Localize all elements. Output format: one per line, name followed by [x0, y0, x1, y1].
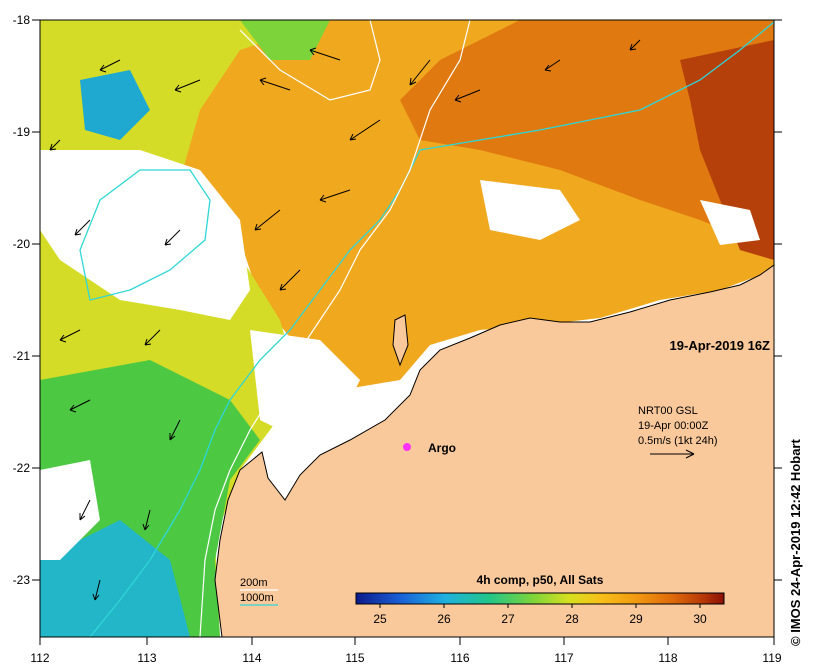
argo-label: Argo — [428, 441, 456, 455]
isobath-1000m — [89, 21, 774, 637]
current-arrow — [164, 229, 181, 246]
credit-text: © IMOS 24-Apr-2019 12:42 Hobart — [788, 439, 803, 646]
current-arrow — [254, 209, 281, 231]
current-arrow — [59, 329, 81, 343]
lon-tick-label: 118 — [658, 651, 677, 665]
colorbar-tick-labels: 25 26 27 28 29 30 — [373, 612, 707, 626]
land-mainland — [214, 264, 774, 637]
current-arrow — [92, 579, 101, 601]
colorbar-tick-label: 27 — [501, 612, 515, 626]
colorbar-tick-label: 26 — [437, 612, 451, 626]
current-arrow — [144, 329, 161, 346]
sst-hottest-region — [680, 40, 774, 260]
colorbar-tick-label: 30 — [693, 612, 707, 626]
current-arrow — [69, 399, 91, 413]
current-arrow — [49, 139, 61, 151]
sst-coolest-region — [40, 520, 190, 637]
lat-tick-label: -18 — [13, 13, 31, 27]
isobath-200m — [199, 20, 471, 637]
axis-ticks — [32, 19, 782, 645]
colorbar: 4h comp, p50, All Sats 25 26 27 28 29 30 — [355, 573, 725, 626]
land-island — [392, 314, 409, 367]
current-arrow — [279, 269, 301, 291]
cloud-gap-west — [40, 150, 250, 320]
lon-tick-label: 114 — [242, 651, 261, 665]
colorbar-ticks — [379, 604, 701, 608]
cloud-gap-south — [40, 460, 100, 560]
colorbar-tick-label: 28 — [565, 612, 579, 626]
sst-cool-patch-north — [80, 70, 150, 140]
lon-tick-label: 119 — [762, 651, 781, 665]
legend-1000m-label: 1000m — [240, 592, 274, 604]
current-vectors — [49, 39, 641, 601]
lat-tick-label: -22 — [13, 461, 31, 475]
current-arrow — [454, 89, 481, 103]
current-arrow — [142, 509, 151, 531]
current-source: NRT00 GSL — [638, 405, 698, 417]
current-arrow — [79, 499, 91, 521]
lat-tick-label: -20 — [13, 237, 31, 251]
lon-tick-label: 113 — [137, 651, 156, 665]
longitude-labels: 112 113 114 115 116 117 118 119 — [30, 651, 781, 665]
lon-tick-label: 117 — [554, 651, 573, 665]
current-arrow — [99, 59, 121, 73]
current-date: 19-Apr 00:00Z — [638, 420, 709, 432]
current-arrow — [629, 39, 641, 51]
plot-frame — [39, 19, 775, 638]
current-scale: 0.5m/s (1kt 24h) — [638, 435, 717, 447]
lon-tick-label: 115 — [345, 651, 364, 665]
current-arrow — [319, 189, 351, 203]
argo-marker — [403, 443, 411, 451]
latitude-labels: -18 -19 -20 -21 -22 -23 — [13, 13, 31, 587]
colorbar-tick-label: 29 — [629, 612, 643, 626]
current-arrow — [169, 419, 181, 441]
isobath-1000m-west — [79, 169, 211, 301]
colorbar-title: 4h comp, p50, All Sats — [477, 573, 604, 587]
current-arrow — [74, 219, 91, 236]
lat-tick-label: -23 — [13, 573, 31, 587]
current-arrow — [174, 79, 201, 93]
current-arrow — [309, 47, 341, 61]
lat-tick-label: -19 — [13, 125, 31, 139]
current-arrow — [409, 59, 431, 86]
cloud-gap-mid — [250, 330, 360, 440]
cloud-gap-far-east — [700, 200, 760, 245]
cloud-gap-east — [480, 180, 580, 240]
current-arrow — [259, 77, 291, 91]
isobath-200m-north — [239, 20, 381, 101]
sst-hot-region — [400, 20, 774, 250]
current-arrow — [544, 59, 561, 72]
colorbar-gradient — [355, 592, 725, 605]
lon-tick-label: 116 — [450, 651, 469, 665]
current-legend: NRT00 GSL 19-Apr 00:00Z 0.5m/s (1kt 24h) — [638, 405, 717, 459]
scale-arrow — [650, 449, 695, 459]
sst-green-patch-north — [240, 20, 330, 60]
map-timestamp: 19-Apr-2019 16Z — [670, 338, 770, 353]
current-arrow — [349, 119, 381, 141]
colorbar-tick-label: 25 — [373, 612, 387, 626]
legend-200m-label: 200m — [240, 577, 268, 589]
isobath-legend: 200m 1000m — [240, 577, 278, 606]
lat-tick-label: -21 — [13, 349, 31, 363]
lon-tick-label: 112 — [30, 651, 49, 665]
